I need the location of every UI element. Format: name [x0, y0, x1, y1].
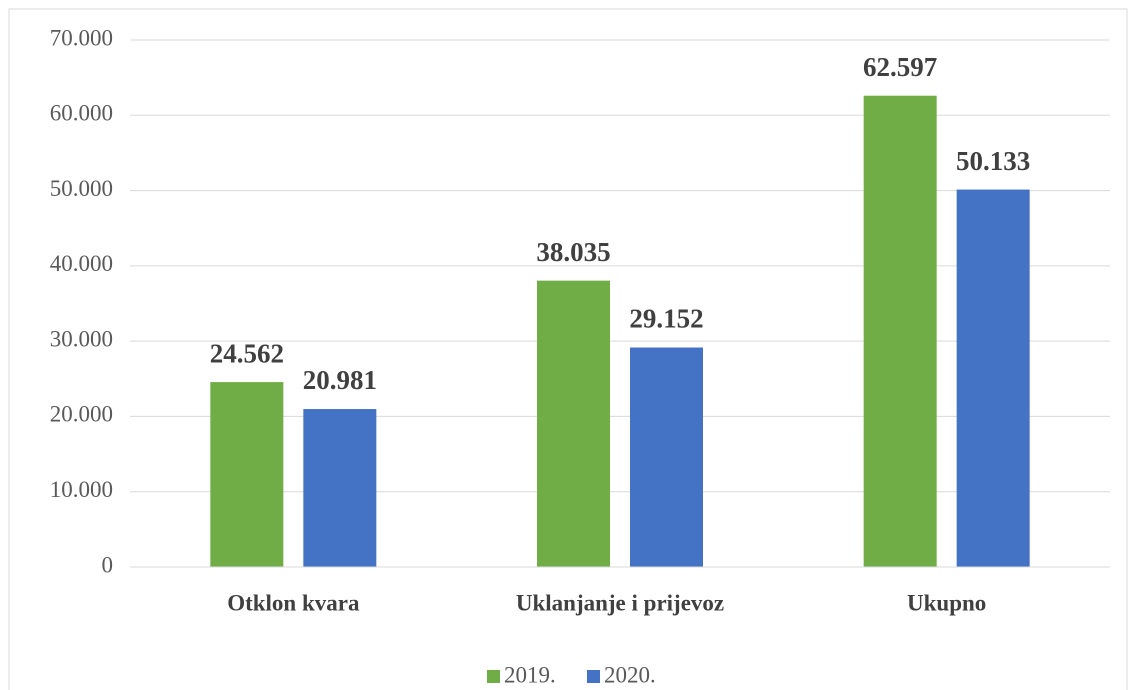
bar [210, 382, 284, 567]
y-tick-label: 10.000 [50, 477, 113, 502]
data-label: 24.562 [210, 338, 284, 368]
bar [303, 409, 377, 567]
y-tick-label: 40.000 [50, 251, 113, 276]
y-tick-label: 20.000 [50, 402, 113, 427]
data-label: 20.981 [303, 365, 377, 395]
legend-swatch [487, 670, 500, 683]
legend-label: 2020. [604, 662, 656, 687]
data-label: 62.597 [863, 52, 937, 82]
x-tick-label: Otklon kvara [227, 590, 360, 615]
data-label: 29.152 [629, 304, 703, 334]
y-tick-label: 50.000 [50, 176, 113, 201]
bar [630, 347, 703, 567]
bar [537, 280, 610, 567]
bar [863, 95, 937, 568]
y-tick-label: 30.000 [50, 326, 113, 351]
y-tick-label: 70.000 [50, 25, 113, 50]
legend-swatch [587, 670, 600, 683]
x-tick-label: Ukupno [907, 590, 986, 615]
data-label: 50.133 [956, 146, 1030, 176]
x-tick-label: Uklanjanje i prijevoz [516, 590, 724, 615]
y-tick-label: 0 [102, 552, 114, 577]
y-tick-label: 60.000 [50, 101, 113, 126]
legend-label: 2019. [504, 662, 556, 687]
bar [956, 189, 1030, 567]
data-label: 38.035 [536, 237, 610, 267]
